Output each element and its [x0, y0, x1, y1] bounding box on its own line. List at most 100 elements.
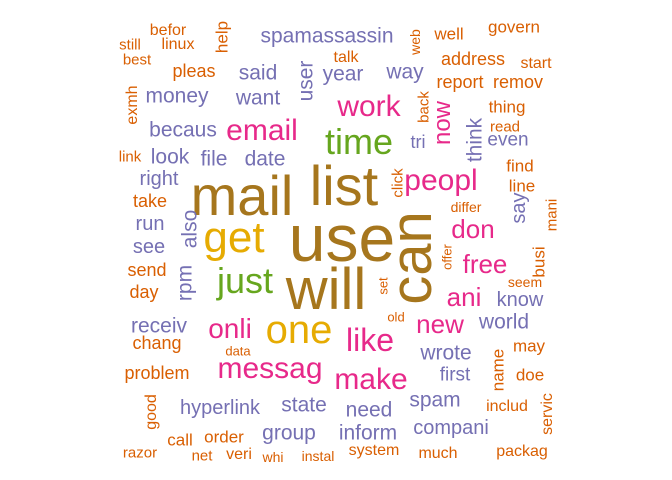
word-exmh: exmh — [124, 85, 141, 125]
word-includ: includ — [486, 398, 528, 415]
word-seem: seem — [507, 274, 543, 290]
word-see: see — [132, 236, 166, 258]
word-much: much — [418, 445, 458, 462]
word-razor: razor — [122, 444, 158, 462]
word-list: list — [309, 154, 379, 217]
word-start: start — [520, 55, 552, 72]
word-line: line — [508, 176, 536, 196]
word-tri: tri — [410, 132, 426, 152]
word-order: order — [204, 427, 244, 447]
word-befor: befor — [149, 22, 187, 39]
word-send: send — [127, 260, 167, 280]
word-mail: mail — [190, 164, 294, 227]
word-onli: onli — [208, 313, 252, 344]
word-thing: thing — [488, 97, 526, 117]
word-run: run — [135, 213, 165, 235]
word-don: don — [451, 214, 495, 244]
word-first: first — [439, 364, 471, 386]
word-report: report — [436, 72, 484, 92]
word-day: day — [129, 282, 159, 302]
word-best: best — [122, 51, 152, 69]
word-can: can — [379, 211, 444, 305]
word-veri: veri — [226, 446, 252, 463]
word-group: group — [262, 421, 316, 445]
word-state: state — [281, 393, 327, 417]
word-rpm: rpm — [173, 264, 197, 302]
word-well: well — [434, 24, 464, 44]
word-take: take — [132, 191, 168, 211]
word-just: just — [216, 260, 274, 301]
word-help: help — [212, 20, 232, 54]
word-offer: offer — [439, 244, 455, 270]
word-also: also — [178, 209, 202, 249]
word-pleas: pleas — [172, 61, 216, 81]
word-use: use — [288, 201, 396, 275]
word-world: world — [478, 310, 530, 334]
word-date: date — [244, 147, 286, 171]
word-instal: instal — [301, 448, 335, 464]
word-work: work — [337, 90, 401, 123]
word-now: now — [429, 100, 456, 146]
word-click: click — [389, 168, 407, 198]
word-busi: busi — [529, 246, 549, 278]
word-new: new — [416, 309, 464, 339]
word-email: email — [226, 114, 298, 147]
word-doe: doe — [515, 365, 545, 385]
word-net: net — [191, 447, 213, 465]
word-want: want — [235, 86, 281, 110]
word-compani: compani — [413, 417, 489, 439]
word-inform: inform — [338, 421, 398, 445]
word-web: web — [407, 29, 423, 55]
word-govern: govern — [488, 17, 540, 37]
word-remov: remov — [492, 72, 544, 92]
word-packag: packag — [496, 443, 548, 460]
word-will: will — [285, 257, 367, 322]
word-hyperlink: hyperlink — [179, 397, 261, 419]
word-spamassassin: spamassassin — [260, 24, 394, 48]
word-even: even — [487, 129, 529, 151]
word-address: address — [440, 49, 506, 69]
word-old: old — [387, 309, 405, 325]
word-need: need — [345, 398, 393, 422]
word-may: may — [512, 336, 546, 356]
word-way: way — [386, 60, 424, 84]
word-say: say — [508, 192, 530, 224]
word-becaus: becaus — [149, 118, 217, 142]
word-linux: linux — [161, 36, 195, 53]
word-mani: mani — [543, 198, 561, 232]
word-name: name — [488, 348, 508, 392]
word-back: back — [415, 91, 433, 123]
word-peopl: peopl — [404, 164, 478, 197]
word-find: find — [506, 156, 534, 176]
word-receiv: receiv — [130, 314, 188, 338]
word-messag: messag — [217, 352, 323, 385]
word-system: system — [348, 442, 400, 459]
word-one: one — [265, 308, 333, 352]
word-talk: talk — [333, 49, 359, 66]
word-get: get — [203, 213, 265, 262]
word-file: file — [200, 147, 228, 171]
word-link: link — [118, 148, 142, 166]
word-like: like — [345, 322, 395, 358]
word-set: set — [375, 277, 391, 295]
word-whi: whi — [262, 449, 284, 465]
word-year: year — [322, 62, 364, 86]
word-chang: chang — [132, 333, 182, 353]
word-know: know — [496, 289, 544, 311]
word-servic: servic — [539, 393, 556, 435]
word-spam: spam — [409, 388, 461, 412]
word-wrote: wrote — [420, 341, 472, 365]
word-time: time — [324, 121, 394, 162]
word-ani: ani — [446, 282, 482, 312]
word-make: make — [334, 363, 408, 396]
word-free: free — [462, 249, 508, 279]
word-read: read — [489, 118, 521, 136]
word-look: look — [150, 145, 190, 169]
word-problem: problem — [124, 363, 190, 383]
word-think: think — [463, 117, 487, 163]
word-data: data — [225, 343, 251, 359]
word-call: call — [167, 430, 193, 450]
word-money: money — [145, 84, 209, 108]
word-differ: differ — [450, 199, 482, 215]
